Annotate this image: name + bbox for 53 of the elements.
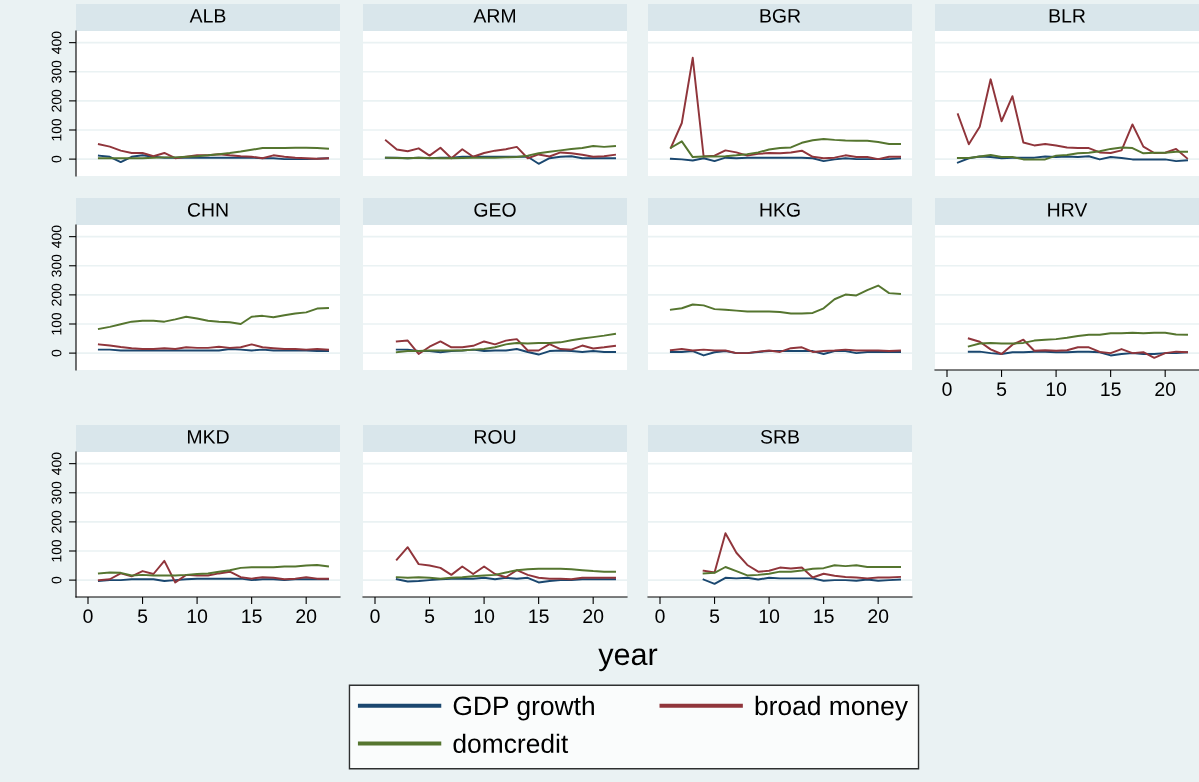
chart-title: ARM bbox=[473, 9, 516, 23]
line-series bbox=[97, 559, 329, 584]
line-series bbox=[97, 307, 329, 330]
y-tick-label: 100 bbox=[51, 539, 62, 562]
chart-title: ALB bbox=[189, 9, 226, 23]
x-tick-label: 5 bbox=[709, 609, 720, 624]
x-tick-label: 0 bbox=[942, 382, 952, 397]
y-tick-label: 100 bbox=[51, 118, 62, 141]
y-tick-label: 400 bbox=[51, 452, 62, 475]
x-tick-label: 10 bbox=[759, 609, 780, 624]
x-tick-label: 0 bbox=[83, 609, 93, 624]
y-tick-label: 200 bbox=[51, 510, 62, 533]
chart-title: BGR bbox=[760, 8, 801, 23]
y-tick-label: 200 bbox=[51, 89, 62, 112]
y-tick-label: 400 bbox=[51, 225, 62, 248]
chart-title: BLR bbox=[1049, 9, 1086, 23]
chart-title: HKG bbox=[760, 202, 800, 217]
chart-title: SRB bbox=[760, 429, 799, 444]
x-tick-label: 20 bbox=[1155, 382, 1176, 397]
legend-label: broad money bbox=[755, 695, 908, 721]
x-tick-label: 20 bbox=[583, 609, 604, 624]
legend-label: GDP growth bbox=[453, 695, 594, 721]
x-tick-label: 15 bbox=[529, 609, 549, 624]
x-tick-label: 10 bbox=[187, 609, 208, 624]
x-tick-label: 20 bbox=[868, 609, 889, 624]
y-tick-label: 300 bbox=[51, 481, 62, 504]
x-tick-label: 5 bbox=[424, 609, 435, 624]
legend-label: domcredit bbox=[453, 733, 569, 754]
chart-title: CHN bbox=[187, 202, 228, 217]
y-tick-label: 200 bbox=[51, 283, 62, 306]
x-tick-label: 10 bbox=[474, 609, 495, 624]
x-tick-label: 15 bbox=[242, 609, 262, 624]
y-tick-label: 0 bbox=[51, 576, 62, 584]
x-tick-label: 10 bbox=[1046, 382, 1067, 397]
y-tick-label: 100 bbox=[51, 312, 62, 335]
chart-title: ROU bbox=[474, 429, 516, 444]
chart-title: GEO bbox=[474, 202, 516, 217]
x-tick-label: 5 bbox=[996, 382, 1007, 397]
x-tick-label: 5 bbox=[137, 609, 148, 624]
y-tick-label: 300 bbox=[51, 254, 62, 277]
y-tick-label: 0 bbox=[51, 349, 62, 357]
x-axis-title: year bbox=[598, 648, 658, 672]
y-tick-label: 0 bbox=[51, 155, 62, 163]
chart-title: MKD bbox=[187, 430, 229, 444]
x-tick-label: 15 bbox=[1101, 382, 1121, 397]
x-tick-label: 0 bbox=[655, 609, 665, 624]
y-tick-label: 400 bbox=[51, 31, 62, 54]
chart-title: HRV bbox=[1048, 203, 1088, 217]
x-tick-label: 0 bbox=[370, 609, 380, 624]
line-series bbox=[97, 564, 329, 577]
x-tick-label: 15 bbox=[814, 609, 834, 624]
x-tick-label: 20 bbox=[296, 609, 317, 624]
y-tick-label: 300 bbox=[51, 60, 62, 83]
